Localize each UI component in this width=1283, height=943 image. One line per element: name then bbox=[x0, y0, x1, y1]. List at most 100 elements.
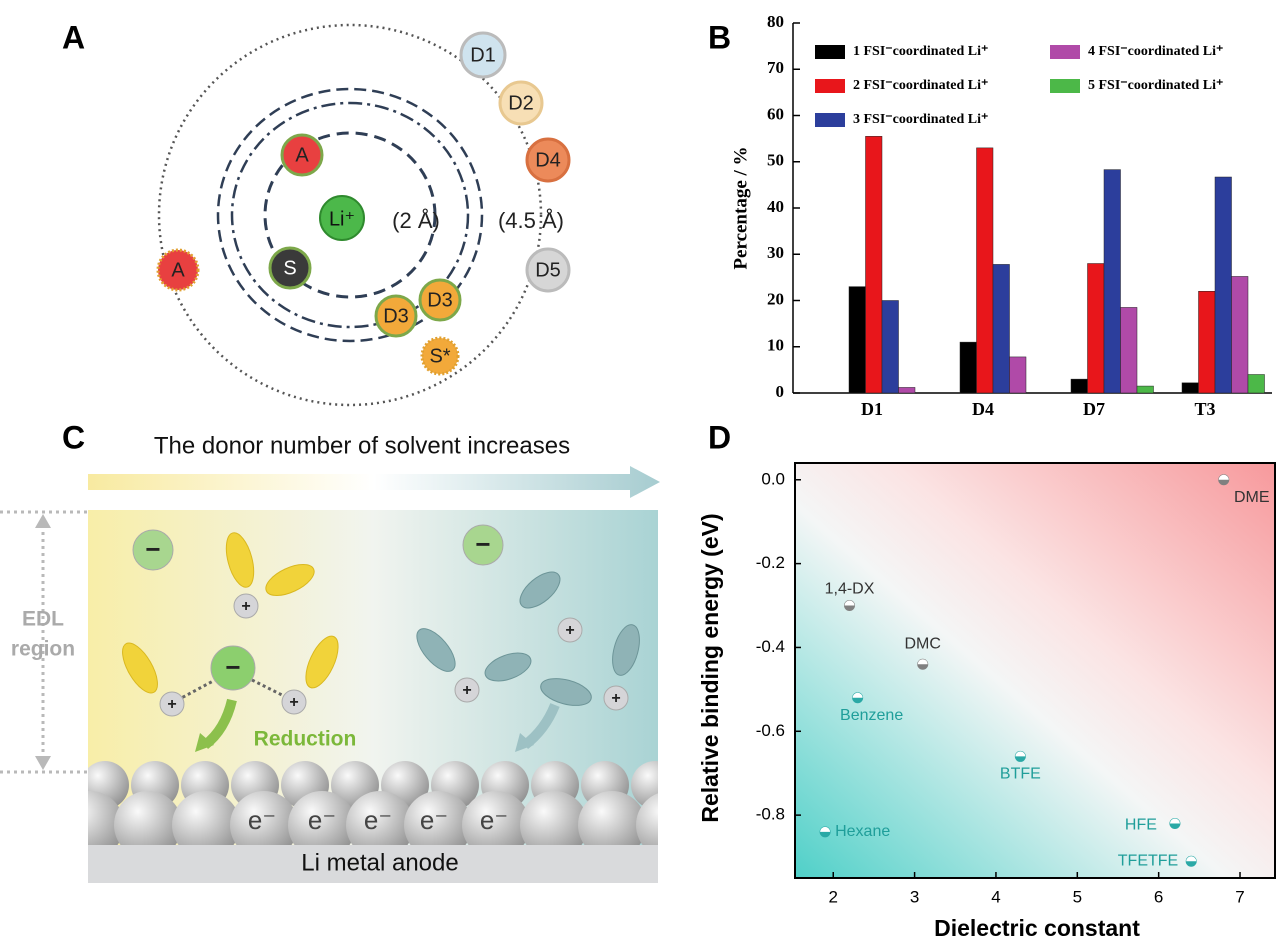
edl-label: region bbox=[11, 638, 75, 661]
point-label: DME bbox=[1234, 489, 1270, 506]
legend-label: 2 FSI⁻coordinated Li⁺ bbox=[853, 78, 988, 93]
y-tick-label: 20 bbox=[767, 289, 784, 308]
point-label: DMC bbox=[905, 635, 941, 652]
legend-swatch bbox=[815, 113, 845, 127]
bar bbox=[992, 264, 1010, 394]
plot-area bbox=[794, 462, 1276, 879]
ion bbox=[603, 685, 629, 711]
radius-label: (2 Å) bbox=[392, 208, 440, 233]
edl-guides bbox=[0, 510, 88, 774]
li-atom bbox=[462, 791, 530, 859]
bar bbox=[1214, 176, 1232, 394]
panel-letter: D bbox=[708, 419, 731, 455]
legend-swatch bbox=[1050, 45, 1080, 59]
panel-letter: A bbox=[62, 19, 85, 55]
y-axis-label: Percentage / % bbox=[730, 146, 751, 269]
species-label: D2 bbox=[508, 92, 534, 114]
x-tick-label: 6 bbox=[1154, 887, 1163, 906]
species-ball bbox=[498, 80, 544, 126]
x-tick-label: D7 bbox=[1083, 399, 1105, 419]
reduction-arrowhead bbox=[195, 733, 214, 752]
point-highlight bbox=[1015, 751, 1026, 757]
bar bbox=[976, 147, 994, 394]
li-atom bbox=[172, 791, 240, 859]
species-ball bbox=[156, 248, 200, 292]
species-label: A bbox=[295, 144, 309, 166]
point-highlight bbox=[844, 600, 855, 606]
bar bbox=[1231, 276, 1249, 394]
li-atom bbox=[636, 793, 658, 857]
point-highlight bbox=[1186, 856, 1197, 862]
point-label: 1,4-DX bbox=[825, 581, 875, 598]
panel-c-title: The donor number of solvent increases bbox=[154, 432, 570, 459]
bar bbox=[1120, 307, 1138, 394]
x-axis-label: Dielectric constant bbox=[934, 915, 1140, 941]
species-ball bbox=[525, 247, 571, 293]
bar bbox=[1070, 378, 1088, 394]
species-label: D5 bbox=[535, 259, 561, 281]
species-ball bbox=[525, 137, 571, 183]
point-highlight bbox=[1169, 818, 1180, 824]
ion-sign: − bbox=[475, 529, 490, 559]
anode: e⁻ e⁻ e⁻ e⁻ e⁻ Li metal anode bbox=[88, 761, 658, 883]
point-label: TFETFE bbox=[1118, 852, 1178, 869]
panel-letters: A B C D bbox=[62, 19, 731, 455]
solvent bbox=[305, 635, 339, 689]
li-atom bbox=[88, 791, 124, 859]
electron-label: e⁻ bbox=[420, 805, 448, 835]
solvation-shells bbox=[157, 23, 543, 407]
anode-label: Li metal anode bbox=[301, 849, 458, 876]
inner-shell bbox=[263, 131, 437, 299]
x-tick-label: 4 bbox=[991, 887, 1000, 906]
anode-base bbox=[88, 845, 658, 883]
y-tick-label: 70 bbox=[767, 58, 784, 77]
y-tick-label: -0.8 bbox=[756, 805, 785, 824]
ion-sign: − bbox=[145, 534, 160, 564]
y-tick-label: 60 bbox=[767, 104, 784, 123]
ion-sign: + bbox=[565, 622, 574, 639]
ion-sign: + bbox=[241, 598, 250, 615]
bar bbox=[881, 300, 899, 394]
x-tick-label: 5 bbox=[1073, 887, 1082, 906]
y-axis-label: Relative binding energy (eV) bbox=[697, 513, 723, 822]
li-atom bbox=[288, 791, 356, 859]
bar bbox=[1247, 374, 1265, 394]
solvent bbox=[484, 652, 532, 682]
middle-shell bbox=[230, 101, 470, 329]
legend-label: 4 FSI⁻coordinated Li⁺ bbox=[1088, 44, 1223, 59]
bar bbox=[1136, 385, 1154, 394]
bar bbox=[848, 286, 866, 394]
legend-swatch bbox=[815, 45, 845, 59]
panel-letter: B bbox=[708, 19, 731, 55]
li-atom bbox=[404, 791, 472, 859]
electron-label: e⁻ bbox=[308, 805, 336, 835]
bar bbox=[1103, 169, 1121, 394]
edl-label: EDL bbox=[22, 608, 64, 631]
bar bbox=[898, 387, 916, 394]
species-ball bbox=[374, 294, 418, 338]
bar bbox=[1198, 291, 1216, 394]
y-tick-label: 80 bbox=[767, 12, 784, 31]
ion bbox=[557, 617, 583, 643]
bar bbox=[1009, 356, 1027, 394]
ion bbox=[454, 677, 480, 703]
point-highlight bbox=[1218, 474, 1229, 480]
x-tick-label: 2 bbox=[829, 887, 838, 906]
reduction-label: Reduction bbox=[254, 728, 357, 751]
trend-arrow bbox=[88, 466, 660, 498]
x-tick-label: D4 bbox=[972, 399, 994, 419]
li-atom bbox=[230, 791, 298, 859]
li-atom bbox=[520, 791, 588, 859]
ion bbox=[233, 593, 259, 619]
middle-shell bbox=[216, 87, 484, 343]
molecules: − − − + + + + + + bbox=[122, 524, 640, 717]
y-tick-label: 50 bbox=[767, 151, 784, 170]
point-label: Hexane bbox=[835, 823, 890, 840]
legend-label: 1 FSI⁻coordinated Li⁺ bbox=[853, 44, 988, 59]
bar bbox=[1087, 263, 1105, 394]
legend-swatch bbox=[815, 79, 845, 93]
radius-label: (4.5 Å) bbox=[498, 208, 564, 233]
li-ion bbox=[319, 195, 365, 241]
species-label: S bbox=[283, 257, 296, 279]
